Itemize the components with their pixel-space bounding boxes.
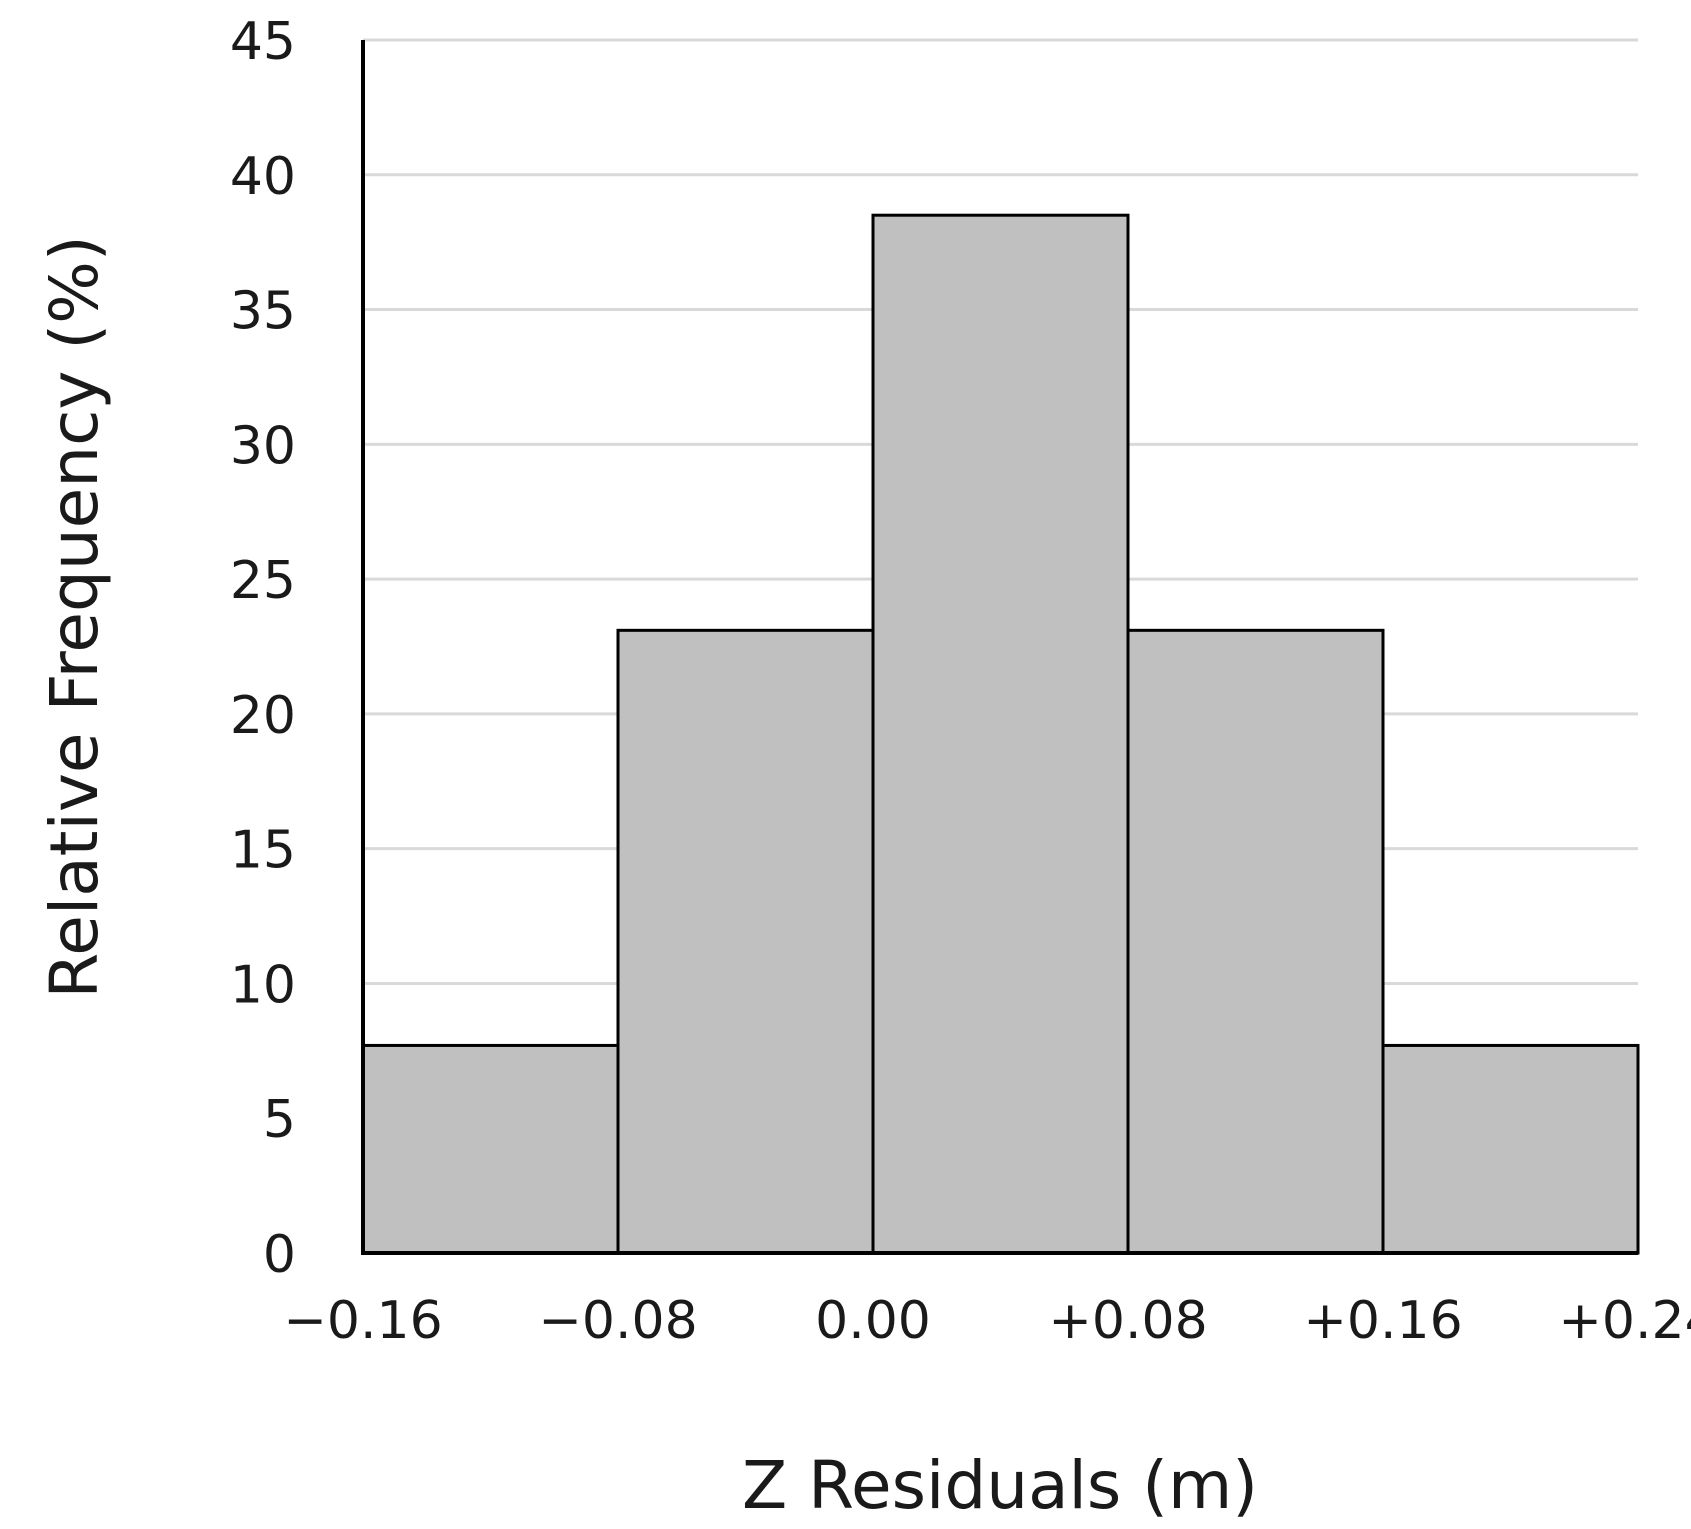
- y-tick-label-0: 0: [263, 1225, 296, 1285]
- y-tick-label-20: 20: [230, 686, 296, 746]
- bar-5: [1381, 1043, 1640, 1255]
- y-tick-label-5: 5: [263, 1090, 296, 1150]
- bar-3: [871, 213, 1130, 1255]
- x-tick-label-5: +0.16: [1303, 1291, 1462, 1351]
- y-tick-label-30: 30: [230, 416, 296, 476]
- y-tick-label-25: 25: [230, 551, 296, 611]
- x-tick-label-3: 0.00: [815, 1291, 931, 1351]
- y-tick-label-10: 10: [230, 955, 296, 1015]
- x-tick-label-4: +0.08: [1048, 1291, 1207, 1351]
- bar-2: [616, 628, 875, 1255]
- y-tick-labels: 0 5 10 15 20 25 30 35 40 45: [230, 12, 296, 1285]
- y-tick-label-35: 35: [230, 282, 296, 342]
- histogram-bars: [361, 213, 1640, 1255]
- x-axis-title: Z Residuals (m): [742, 1447, 1258, 1524]
- bar-1: [361, 1043, 620, 1255]
- y-axis-title: Relative Frequency (%): [36, 235, 113, 998]
- x-tick-label-1: −0.16: [283, 1291, 442, 1351]
- x-tick-labels: −0.16 −0.08 0.00 +0.08 +0.16 +0.24: [283, 1291, 1691, 1351]
- bar-4: [1126, 628, 1385, 1255]
- x-tick-label-2: −0.08: [538, 1291, 697, 1351]
- y-tick-label-40: 40: [230, 147, 296, 207]
- y-tick-label-15: 15: [230, 821, 296, 881]
- x-tick-label-6: +0.24: [1558, 1291, 1691, 1351]
- y-tick-label-45: 45: [230, 12, 296, 72]
